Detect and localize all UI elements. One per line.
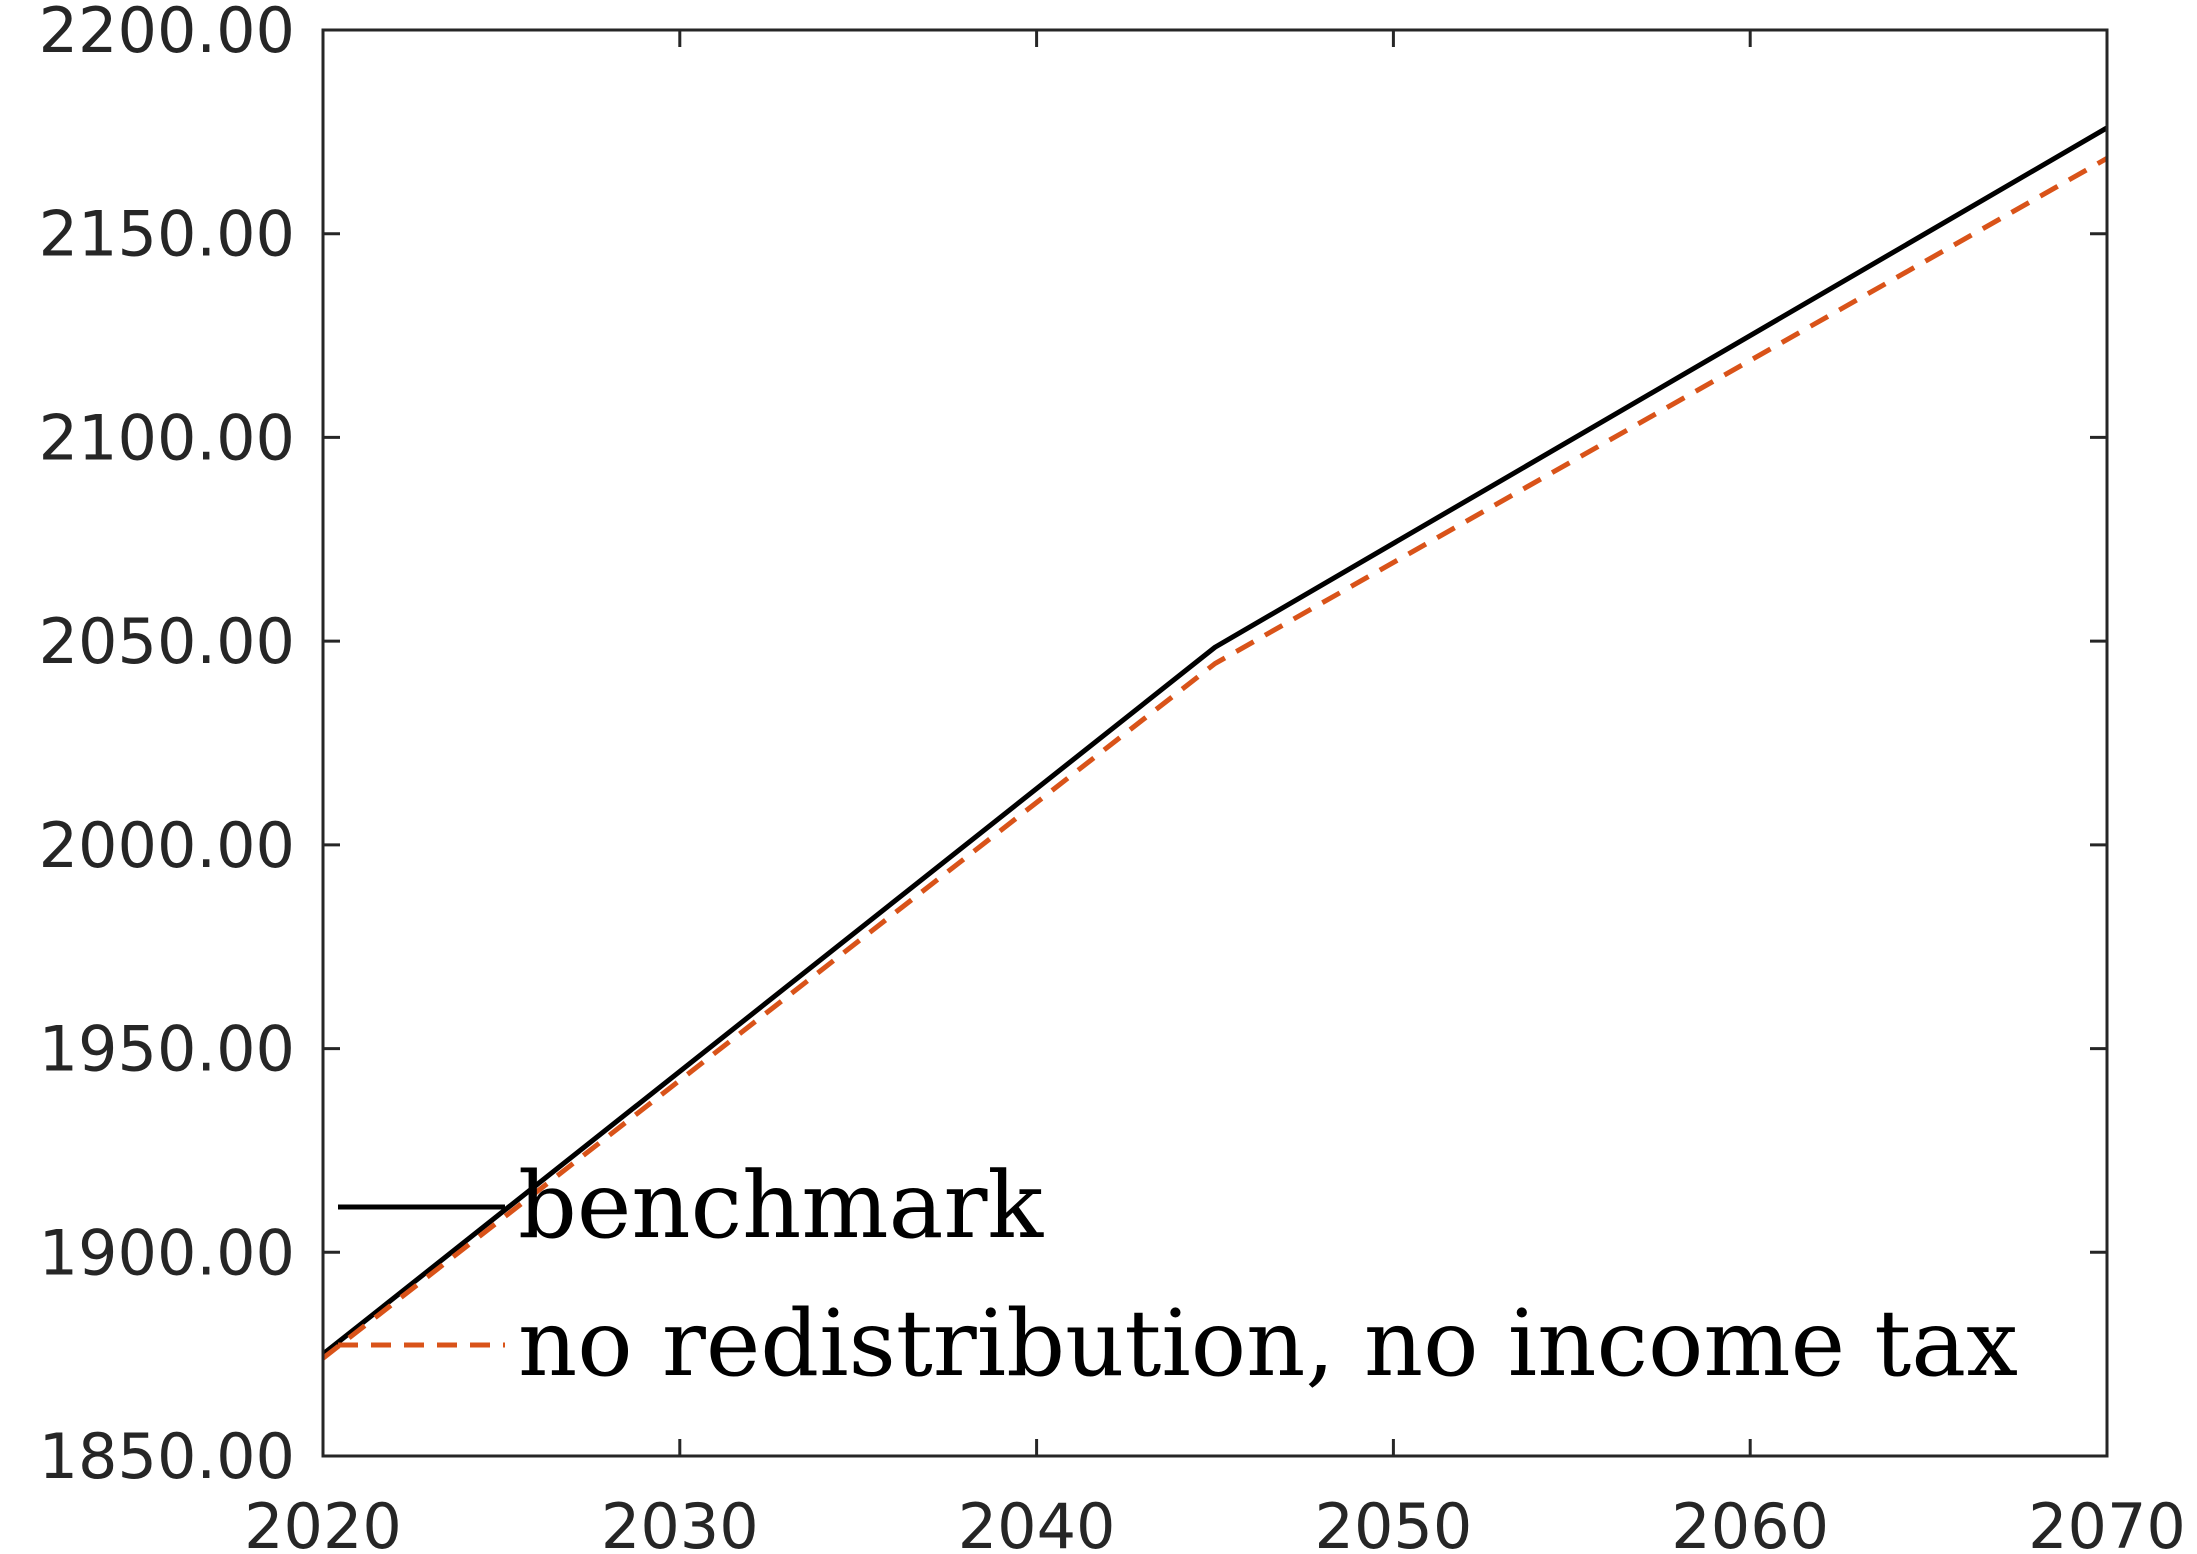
- x-tick-label: 2050: [1315, 1490, 1473, 1554]
- y-tick-label: 2150.00: [39, 198, 295, 271]
- x-tick-label: 2030: [601, 1490, 759, 1554]
- plot-frame: [321, 28, 2109, 1458]
- y-tick-labels: 1850.00 1900.00 1950.00 2000.00 2050.00 2100.…: [39, 0, 295, 1493]
- x-tick-label: 2040: [958, 1490, 1116, 1554]
- legend-label-1: benchmark: [518, 1152, 1044, 1259]
- x-tick-label: 2020: [244, 1490, 402, 1554]
- series-line-1: [321, 125, 2109, 1357]
- series-lines: [321, 125, 2109, 1361]
- y-tick-label: 2100.00: [39, 401, 295, 474]
- y-tick-label: 2050.00: [39, 605, 295, 678]
- y-tick-label: 1950.00: [39, 1013, 295, 1086]
- y-tick-label: 1850.00: [39, 1420, 295, 1493]
- x-tick-label: 2060: [1671, 1490, 1829, 1554]
- y-tick-label: 2200.00: [39, 0, 295, 67]
- legend: benchmark no redistribution, no income ta…: [338, 1152, 2018, 1397]
- y-tick-label: 1900.00: [39, 1216, 295, 1289]
- x-tick-labels: 2020 2030 2040 2050 2060 2070: [244, 1490, 2186, 1554]
- x-tick-label: 2070: [2028, 1490, 2186, 1554]
- series-line-2: [321, 156, 2109, 1361]
- legend-label-2: no redistribution, no income tax: [518, 1290, 2018, 1397]
- y-tick-label: 2000.00: [39, 809, 295, 882]
